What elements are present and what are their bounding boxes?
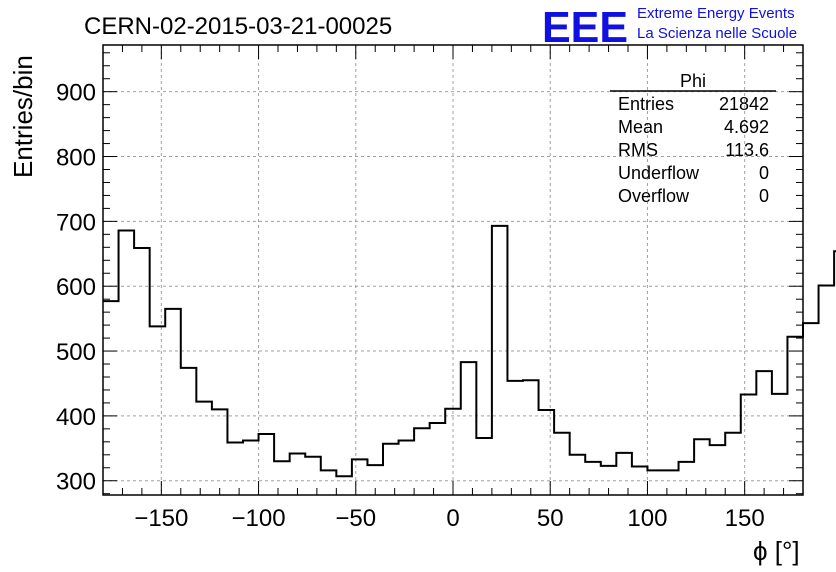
- x-tick-label: 150: [725, 505, 765, 532]
- x-tick-label: −100: [232, 505, 286, 532]
- y-tick-label: 800: [56, 145, 96, 172]
- logo-line-2: La Scienza nelle Scuole: [637, 25, 797, 42]
- y-tick-label: 900: [56, 80, 96, 107]
- stats-title: Phi: [680, 71, 706, 91]
- axes: −150 −100 −50 0 50 100 150 300 400 500 600 700 800 90…: [56, 44, 804, 532]
- stats-value: 4.692: [724, 117, 769, 137]
- histogram-bin: [119, 230, 135, 495]
- histogram-bin: [647, 470, 663, 495]
- histogram-bin: [274, 461, 290, 495]
- histogram-bin: [259, 434, 275, 495]
- histogram-bin: [803, 323, 819, 495]
- eee-logo: EEE: [542, 3, 628, 52]
- histogram-bin: [492, 226, 508, 495]
- y-axis-title: Entries/bin: [8, 55, 38, 178]
- histogram-series-phi: [103, 224, 836, 478]
- x-tick-label: 100: [627, 505, 667, 532]
- histogram-bin: [663, 470, 679, 495]
- stats-label: RMS: [618, 140, 658, 160]
- histogram-bin: [632, 466, 648, 495]
- histogram-bin: [461, 362, 477, 495]
- stats-value: 0: [759, 186, 769, 206]
- stats-label: Mean: [618, 117, 663, 137]
- histogram-bin: [134, 248, 150, 495]
- stats-box: Phi Entries 21842 Mean 4.692 RMS 113.6 Underfl…: [610, 71, 776, 206]
- grid: [103, 45, 803, 495]
- histogram-bin: [430, 423, 446, 495]
- histogram-bin: [414, 428, 430, 495]
- histogram-bin: [741, 394, 757, 495]
- chart-title: CERN-02-2015-03-21-00025: [84, 13, 392, 40]
- histogram-bin: [507, 381, 523, 495]
- x-tick-label: −150: [134, 505, 188, 532]
- y-tick-label: 300: [56, 469, 96, 496]
- stats-value: 21842: [719, 94, 769, 114]
- histogram-bin: [554, 433, 570, 495]
- y-tick-label: 600: [56, 274, 96, 301]
- histogram-bin: [321, 470, 337, 495]
- histogram-bin: [212, 409, 228, 495]
- histogram-bin: [227, 442, 243, 495]
- y-tick-label: 400: [56, 404, 96, 431]
- stats-label: Underflow: [618, 163, 700, 183]
- stats-rows: Entries 21842 Mean 4.692 RMS 113.6 Underflow 0 O…: [618, 94, 769, 206]
- logo-line-1: Extreme Energy Events: [637, 5, 795, 22]
- histogram-bin: [399, 441, 415, 495]
- histogram-bin: [150, 326, 166, 495]
- histogram-bin: [819, 286, 835, 495]
- histogram-bin: [352, 459, 368, 495]
- stats-value: 113.6: [725, 140, 769, 160]
- x-tick-label: −50: [335, 505, 376, 532]
- histogram-bin: [710, 445, 726, 495]
- histogram-bin: [181, 368, 197, 495]
- histogram-bin: [772, 394, 788, 495]
- x-tick-label: 50: [537, 505, 564, 532]
- x-tick-label: 0: [446, 505, 459, 532]
- histogram-bin: [476, 438, 492, 495]
- stats-label: Entries: [618, 94, 674, 114]
- histogram-bin: [383, 444, 399, 495]
- histogram-bin: [570, 455, 586, 495]
- histogram-bin: [585, 462, 601, 495]
- histogram: [103, 224, 836, 495]
- histogram-bin: [616, 453, 632, 495]
- histogram-bin: [523, 380, 539, 495]
- histogram-bin: [196, 402, 212, 495]
- histogram-bin: [243, 441, 259, 495]
- histogram-bin: [725, 433, 741, 495]
- histogram-bin: [305, 457, 321, 495]
- histogram-bin: [103, 301, 119, 495]
- stats-value: 0: [759, 163, 769, 183]
- histogram-bin: [165, 309, 181, 495]
- histogram-bin: [756, 371, 772, 495]
- y-tick-label: 700: [56, 209, 96, 236]
- stats-label: Overflow: [618, 186, 690, 206]
- histogram-bin: [336, 476, 352, 495]
- y-tick-label: 500: [56, 339, 96, 366]
- histogram-bin: [539, 410, 555, 495]
- histogram-bin: [694, 439, 710, 495]
- x-axis-title: ϕ [°]: [753, 536, 800, 566]
